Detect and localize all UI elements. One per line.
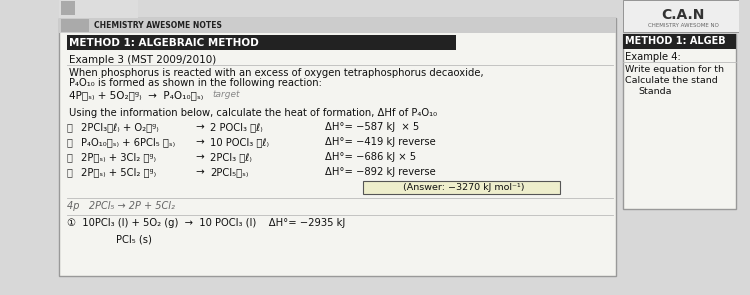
Text: ΔH°= −892 kJ reverse: ΔH°= −892 kJ reverse — [326, 167, 436, 177]
Text: →: → — [195, 167, 204, 177]
FancyBboxPatch shape — [363, 181, 560, 194]
Text: Standa: Standa — [639, 87, 672, 96]
Text: (Answer: −3270 kJ mol⁻¹): (Answer: −3270 kJ mol⁻¹) — [403, 183, 524, 192]
FancyBboxPatch shape — [59, 18, 616, 33]
FancyBboxPatch shape — [59, 0, 138, 18]
Text: Write equation for th: Write equation for th — [625, 65, 724, 74]
Text: 2P₏ₛ₎ + 3Cl₂ ₏ᵍ₎: 2P₏ₛ₎ + 3Cl₂ ₏ᵍ₎ — [81, 152, 156, 162]
Text: Example 4:: Example 4: — [625, 52, 681, 62]
Text: Ⓑ: Ⓑ — [66, 137, 72, 147]
Text: Ⓒ: Ⓒ — [66, 152, 72, 162]
Text: METHOD 1: ALGEB: METHOD 1: ALGEB — [625, 37, 725, 47]
Text: C.A.N: C.A.N — [662, 8, 705, 22]
Text: 2PCl₅₏ₛ₎: 2PCl₅₏ₛ₎ — [210, 167, 248, 177]
FancyBboxPatch shape — [61, 19, 88, 32]
Text: →: → — [195, 122, 204, 132]
Text: METHOD 1: ALGEBRAIC METHOD: METHOD 1: ALGEBRAIC METHOD — [69, 37, 259, 47]
Text: →: → — [195, 137, 204, 147]
Text: 10 POCl₃ ₏ℓ₎: 10 POCl₃ ₏ℓ₎ — [210, 137, 269, 147]
Text: Calculate the stand: Calculate the stand — [625, 76, 718, 85]
FancyBboxPatch shape — [623, 34, 736, 209]
Text: 2 POCl₃ ₏ℓ₎: 2 POCl₃ ₏ℓ₎ — [210, 122, 262, 132]
FancyBboxPatch shape — [623, 34, 736, 49]
FancyBboxPatch shape — [67, 35, 457, 50]
Text: ΔH°= −587 kJ  × 5: ΔH°= −587 kJ × 5 — [326, 122, 419, 132]
Text: CHEMISTRY AWESOME NO: CHEMISTRY AWESOME NO — [648, 23, 718, 28]
Text: Ⓐ: Ⓐ — [66, 122, 72, 132]
Text: target: target — [212, 90, 239, 99]
Text: 4P₏ₛ₎ + 5O₂₏ᵍ₎  →  P₄O₁₀₏ₛ₎: 4P₏ₛ₎ + 5O₂₏ᵍ₎ → P₄O₁₀₏ₛ₎ — [69, 90, 203, 100]
Text: P₄O₁₀₏ₛ₎ + 6PCl₅ ₏ₛ₎: P₄O₁₀₏ₛ₎ + 6PCl₅ ₏ₛ₎ — [81, 137, 175, 147]
Text: PCl₅ (s): PCl₅ (s) — [116, 235, 152, 245]
Text: 2PCl₃₏ℓ₎ + O₂₏ᵍ₎: 2PCl₃₏ℓ₎ + O₂₏ᵍ₎ — [81, 122, 158, 132]
FancyBboxPatch shape — [61, 1, 75, 15]
Text: Example 3 (MST 2009/2010): Example 3 (MST 2009/2010) — [69, 55, 216, 65]
Text: CHEMISTRY AWESOME NOTES: CHEMISTRY AWESOME NOTES — [94, 21, 221, 30]
Text: →: → — [195, 152, 204, 162]
Text: ΔH°= −686 kJ × 5: ΔH°= −686 kJ × 5 — [326, 152, 416, 162]
Text: ΔH°= −419 kJ reverse: ΔH°= −419 kJ reverse — [326, 137, 436, 147]
Text: Ⓓ: Ⓓ — [66, 167, 72, 177]
FancyBboxPatch shape — [59, 18, 616, 276]
Text: 2PCl₃ ₏ℓ₎: 2PCl₃ ₏ℓ₎ — [210, 152, 252, 162]
FancyBboxPatch shape — [623, 0, 740, 32]
Text: ①  10PCl₃ (l) + 5O₂ (g)  →  10 POCl₃ (l)    ΔH°= −2935 kJ: ① 10PCl₃ (l) + 5O₂ (g) → 10 POCl₃ (l) ΔH… — [67, 218, 345, 228]
Text: When phosphorus is reacted with an excess of oxygen tetraphosphorus decaoxide,: When phosphorus is reacted with an exces… — [69, 68, 484, 78]
Text: 2P₏ₛ₎ + 5Cl₂ ₏ᵍ₎: 2P₏ₛ₎ + 5Cl₂ ₏ᵍ₎ — [81, 167, 156, 177]
Text: Using the information below, calculate the heat of formation, ΔHf of P₄O₁₀: Using the information below, calculate t… — [69, 108, 437, 118]
Text: P₄O₁₀ is formed as shown in the following reaction:: P₄O₁₀ is formed as shown in the followin… — [69, 78, 322, 88]
Text: 4p   2PCl₅ → 2P + 5Cl₂: 4p 2PCl₅ → 2P + 5Cl₂ — [67, 201, 175, 211]
